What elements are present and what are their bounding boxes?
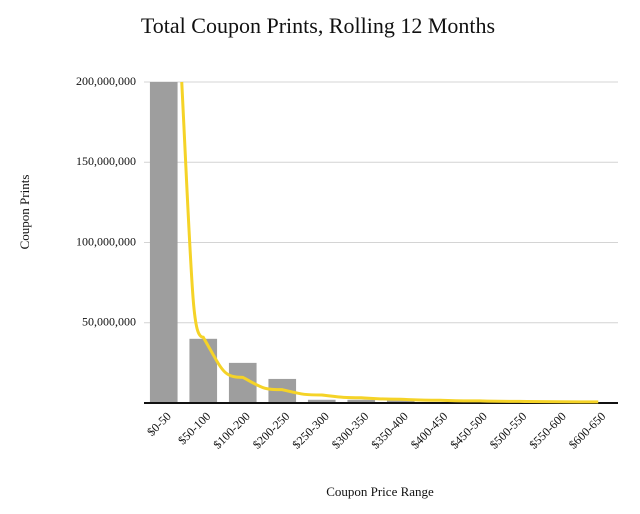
x-tick-label: $200-250	[250, 409, 292, 451]
x-tick-label: $50-100	[175, 409, 213, 447]
y-tick-label: 200,000,000	[76, 74, 136, 88]
x-tick-label: $400-450	[408, 409, 450, 451]
y-tick-label: 100,000,000	[76, 234, 136, 248]
bar	[149, 82, 178, 403]
x-tick-label: $350-400	[368, 409, 410, 451]
chart-title: Total Coupon Prints, Rolling 12 Months	[141, 13, 495, 38]
x-tick-label: $600-650	[566, 409, 608, 451]
bar	[307, 399, 336, 403]
x-tick-label: $500-550	[487, 409, 529, 451]
x-tick-label: $450-500	[447, 409, 489, 451]
x-tick-label: $250-300	[289, 409, 331, 451]
y-tick-label: 150,000,000	[76, 154, 136, 168]
x-tick-label: $100-200	[210, 409, 252, 451]
x-tick-label: $0-50	[144, 409, 174, 439]
trendline	[180, 81, 599, 404]
y-tick-label: 50,000,000	[82, 315, 136, 329]
x-axis-title: Coupon Price Range	[326, 484, 434, 499]
x-tick-label: $550-600	[526, 409, 568, 451]
bar	[347, 399, 376, 403]
y-axis-title: Coupon Prints	[17, 175, 32, 250]
bar	[386, 400, 415, 403]
x-tick-label: $300-350	[329, 409, 371, 451]
bar	[189, 338, 218, 403]
